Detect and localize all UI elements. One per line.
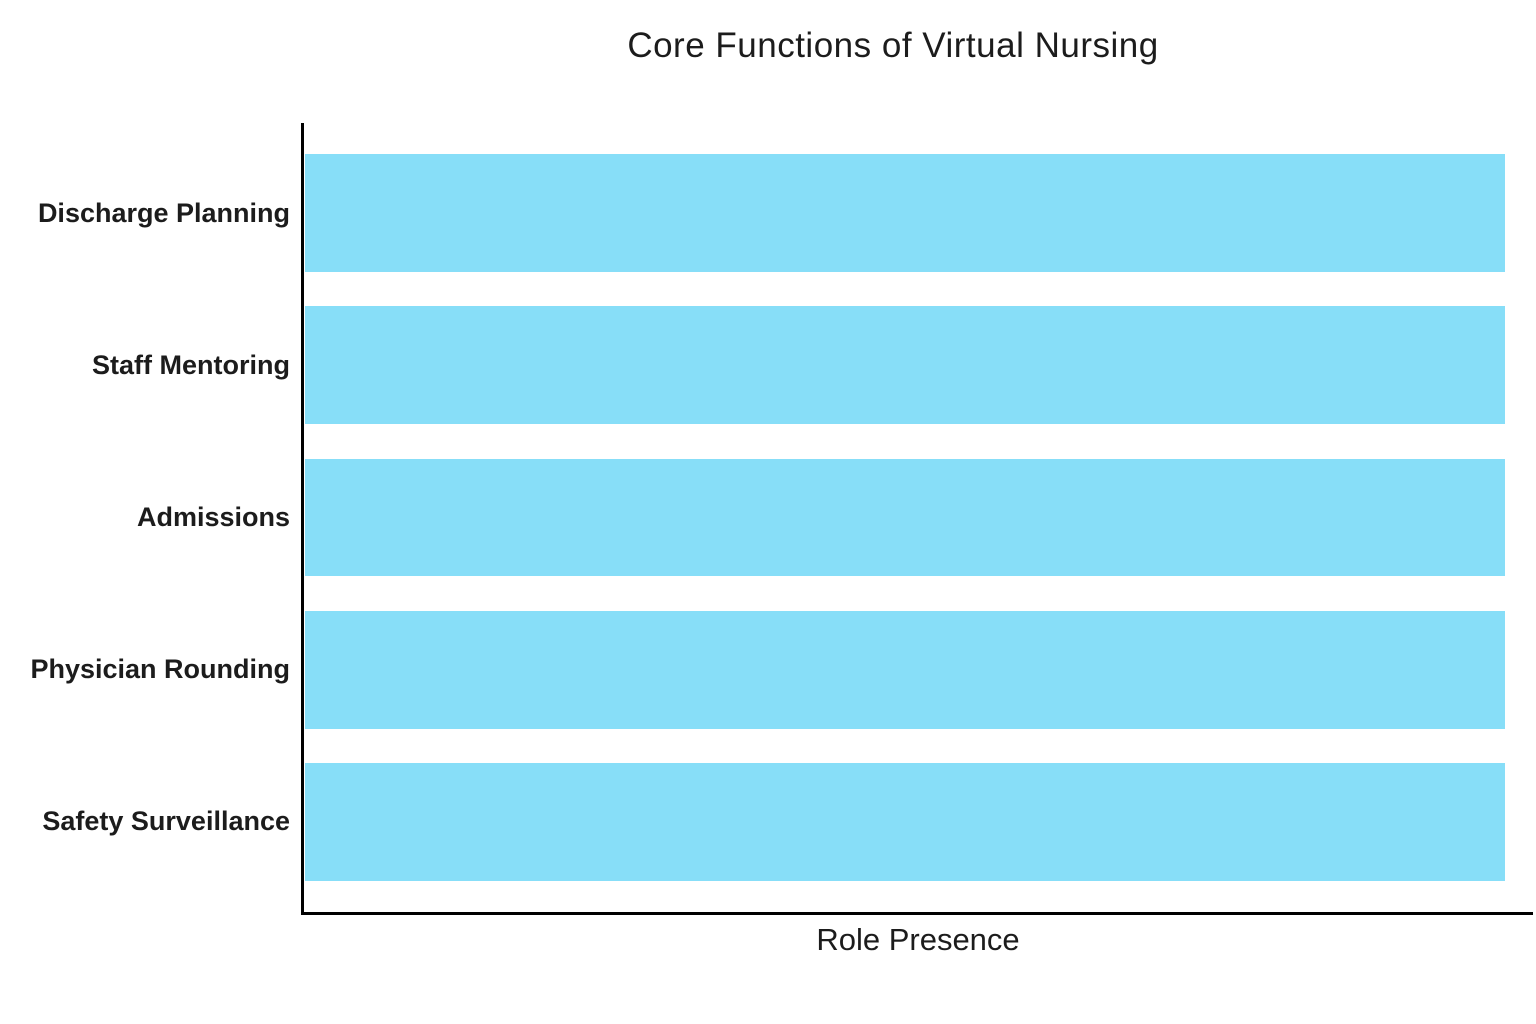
bar-row-safety-surveillance [305,746,1505,898]
category-labels: Discharge Planning Staff Mentoring Admissi… [0,137,296,898]
category-label-safety-surveillance: Safety Surveillance [42,806,290,837]
x-axis-label: Role Presence [816,922,1020,957]
bar-safety-surveillance [305,762,1505,881]
bar-row-staff-mentoring [305,289,1505,441]
category-label-admissions: Admissions [136,502,290,532]
bar-physician-rounding [305,610,1505,729]
label-row-discharge-planning: Discharge Planning [0,137,296,289]
chart-title: Core Functions of Virtual Nursing [627,26,1159,65]
bar-admissions [305,458,1505,577]
label-row-staff-mentoring: Staff Mentoring [0,289,296,441]
category-label-physician-rounding: Physician Rounding [30,654,290,685]
bar-row-admissions [305,441,1505,593]
label-row-admissions: Admissions [0,441,296,593]
category-label-discharge-planning: Discharge Planning [37,197,290,228]
x-axis-line [301,912,1533,915]
bar-row-physician-rounding [305,594,1505,746]
category-label-staff-mentoring: Staff Mentoring [92,349,290,380]
bar-discharge-planning [305,154,1505,273]
label-row-safety-surveillance: Safety Surveillance [0,746,296,898]
y-axis-line [301,123,304,915]
label-row-physician-rounding: Physician Rounding [0,594,296,746]
bar-row-discharge-planning [305,137,1505,289]
bar-staff-mentoring [305,306,1505,425]
bars-area [305,137,1505,898]
